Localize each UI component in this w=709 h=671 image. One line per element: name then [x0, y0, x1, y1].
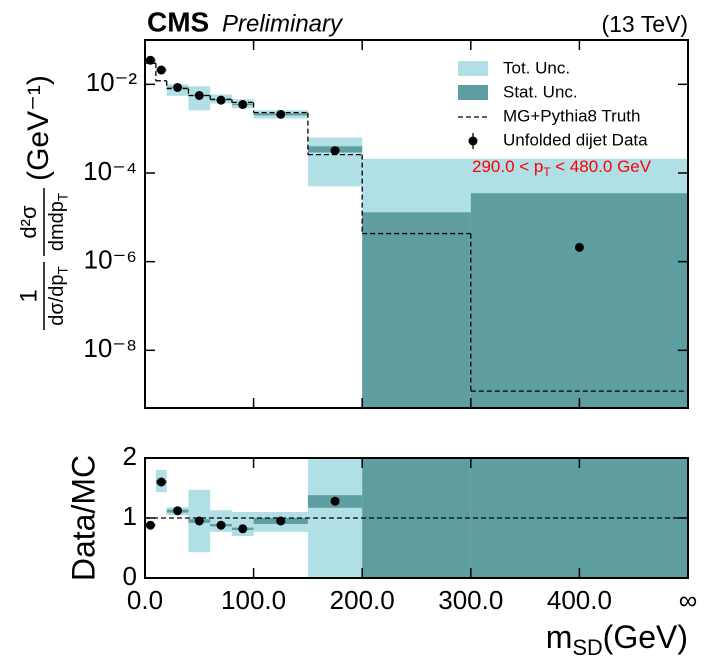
text-segment: m — [546, 619, 573, 655]
x-tick-label: 300.0 — [438, 585, 503, 615]
annotation: 290.0 < pT < 480.0 GeV — [472, 157, 652, 178]
text-segment: (GeV) — [603, 619, 688, 655]
y-tick-label: 10⁻⁴ — [83, 156, 137, 186]
legend-label: Unfolded dijet Data — [503, 130, 648, 149]
uncertainty-band — [470, 193, 688, 408]
data-point — [330, 496, 340, 506]
data-point — [276, 516, 286, 526]
y-tick-label: 0 — [123, 561, 137, 591]
data-point — [156, 477, 166, 487]
legend-swatch — [468, 136, 478, 146]
data-point — [156, 65, 166, 75]
data-point — [276, 109, 286, 119]
y-tick-label: 10⁻⁸ — [83, 333, 137, 363]
data-point — [216, 95, 226, 105]
y-tick-label: 10⁻⁶ — [84, 245, 137, 275]
text-segment: SD — [572, 635, 602, 660]
x-axis-label: mSD(GeV) — [546, 619, 688, 659]
x-tick-label: 0.0 — [127, 585, 163, 615]
uncertainty-band — [362, 212, 471, 408]
text-segment: 290.0 < p — [472, 157, 543, 176]
plot-area — [145, 55, 688, 408]
x-tick-label: 400.0 — [547, 585, 612, 615]
legend-label: Tot. Unc. — [503, 58, 570, 77]
data-point — [194, 516, 204, 526]
y-label-part: 1 — [15, 289, 42, 302]
data-point — [574, 242, 584, 252]
text-segment: dσ/dp — [46, 275, 68, 326]
x-tick-label: 100.0 — [221, 585, 286, 615]
text-segment: dmdp — [46, 201, 68, 251]
data-point — [173, 506, 183, 516]
y-tick-label: 1 — [123, 501, 137, 531]
text-segment: T — [55, 193, 70, 201]
data-point — [173, 82, 183, 92]
legend-swatch — [458, 85, 488, 100]
energy-label: (13 TeV) — [601, 11, 688, 37]
y-tick-label: 2 — [123, 441, 137, 471]
data-point — [216, 520, 226, 530]
status-label: Preliminary — [222, 10, 344, 37]
text-segment: T — [55, 266, 70, 274]
y-label-part: d²σ — [16, 205, 41, 239]
data-point — [194, 90, 204, 100]
legend-swatch — [458, 61, 488, 76]
data-point — [145, 55, 155, 65]
legend-label: Stat. Unc. — [503, 82, 578, 101]
y-tick-label: 10⁻² — [86, 67, 138, 97]
x-tick-label: ∞ — [679, 585, 698, 615]
text-segment: < 480.0 GeV — [550, 157, 651, 176]
text-segment: T — [543, 167, 550, 179]
data-point — [238, 100, 248, 110]
y-axis-label: Data/MC — [65, 455, 101, 581]
data-point — [238, 524, 248, 534]
experiment-label: CMS — [147, 6, 209, 37]
uncertainty-band — [307, 137, 363, 187]
x-tick-label: 200.0 — [330, 585, 395, 615]
y-label-part: dmdpT — [46, 193, 70, 251]
y-label-part: dσ/dpT — [46, 266, 70, 326]
panel-frame — [144, 39, 689, 409]
legend-label: MG+Pythia8 Truth — [503, 106, 640, 125]
data-point — [330, 146, 340, 156]
y-label-part: (GeV⁻¹) — [22, 75, 55, 181]
data-point — [145, 520, 155, 530]
